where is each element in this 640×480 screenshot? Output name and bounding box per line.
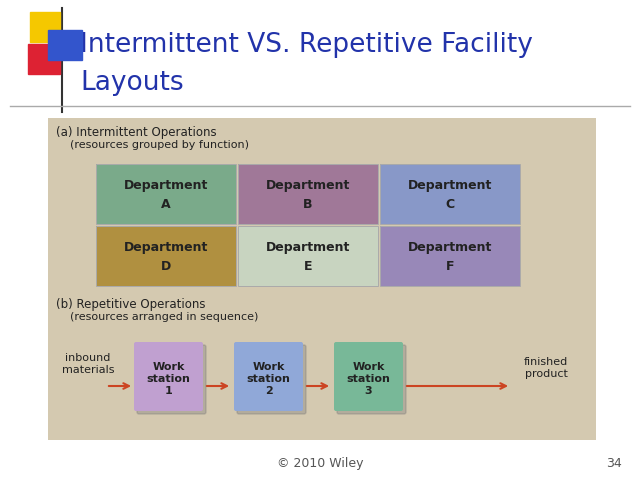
Bar	[96, 164, 236, 224]
Text: © 2010 Wiley: © 2010 Wiley	[276, 457, 364, 470]
Text: Department: Department	[408, 241, 492, 254]
Text: (resources arranged in sequence): (resources arranged in sequence)	[56, 312, 259, 322]
Text: A: A	[161, 197, 171, 211]
Bar	[380, 226, 520, 286]
Bar	[238, 226, 378, 286]
Text: 34: 34	[606, 457, 622, 470]
Bar	[96, 164, 236, 224]
Text: station: station	[347, 374, 390, 384]
Bar	[96, 226, 236, 286]
Text: Department: Department	[266, 241, 350, 254]
Text: Work: Work	[152, 361, 185, 372]
Text: Department: Department	[266, 180, 350, 192]
Text: E: E	[304, 260, 312, 273]
Bar	[48, 30, 82, 60]
FancyBboxPatch shape	[334, 342, 403, 411]
Bar	[238, 164, 378, 224]
Text: station: station	[246, 374, 291, 384]
Text: (a) Intermittent Operations: (a) Intermittent Operations	[56, 126, 216, 139]
FancyBboxPatch shape	[137, 345, 206, 414]
Text: Department: Department	[124, 180, 208, 192]
FancyBboxPatch shape	[237, 345, 306, 414]
Text: Work: Work	[252, 361, 285, 372]
Text: Department: Department	[124, 241, 208, 254]
Text: Work: Work	[352, 361, 385, 372]
FancyBboxPatch shape	[234, 342, 303, 411]
Text: 2: 2	[264, 386, 273, 396]
Text: 1: 1	[164, 386, 172, 396]
Text: Layouts: Layouts	[80, 70, 184, 96]
Text: Intermittent VS. Repetitive Facility: Intermittent VS. Repetitive Facility	[80, 32, 533, 58]
Text: F: F	[445, 260, 454, 273]
Text: (b) Repetitive Operations: (b) Repetitive Operations	[56, 298, 205, 311]
FancyBboxPatch shape	[134, 342, 203, 411]
Bar	[30, 12, 60, 42]
Bar	[28, 44, 60, 74]
Text: finished
product: finished product	[524, 357, 568, 379]
Bar	[238, 226, 378, 286]
Text: Department: Department	[408, 180, 492, 192]
Text: C: C	[445, 197, 454, 211]
Bar	[238, 164, 378, 224]
Text: D: D	[161, 260, 171, 273]
Text: station: station	[147, 374, 191, 384]
Bar	[380, 164, 520, 224]
Bar	[380, 226, 520, 286]
Text: (resources grouped by function): (resources grouped by function)	[56, 140, 249, 150]
Text: 3: 3	[365, 386, 372, 396]
Bar	[96, 226, 236, 286]
Text: inbound
materials: inbound materials	[61, 353, 115, 375]
Text: B: B	[303, 197, 313, 211]
Bar	[380, 164, 520, 224]
Bar	[48, 118, 596, 440]
FancyBboxPatch shape	[337, 345, 406, 414]
